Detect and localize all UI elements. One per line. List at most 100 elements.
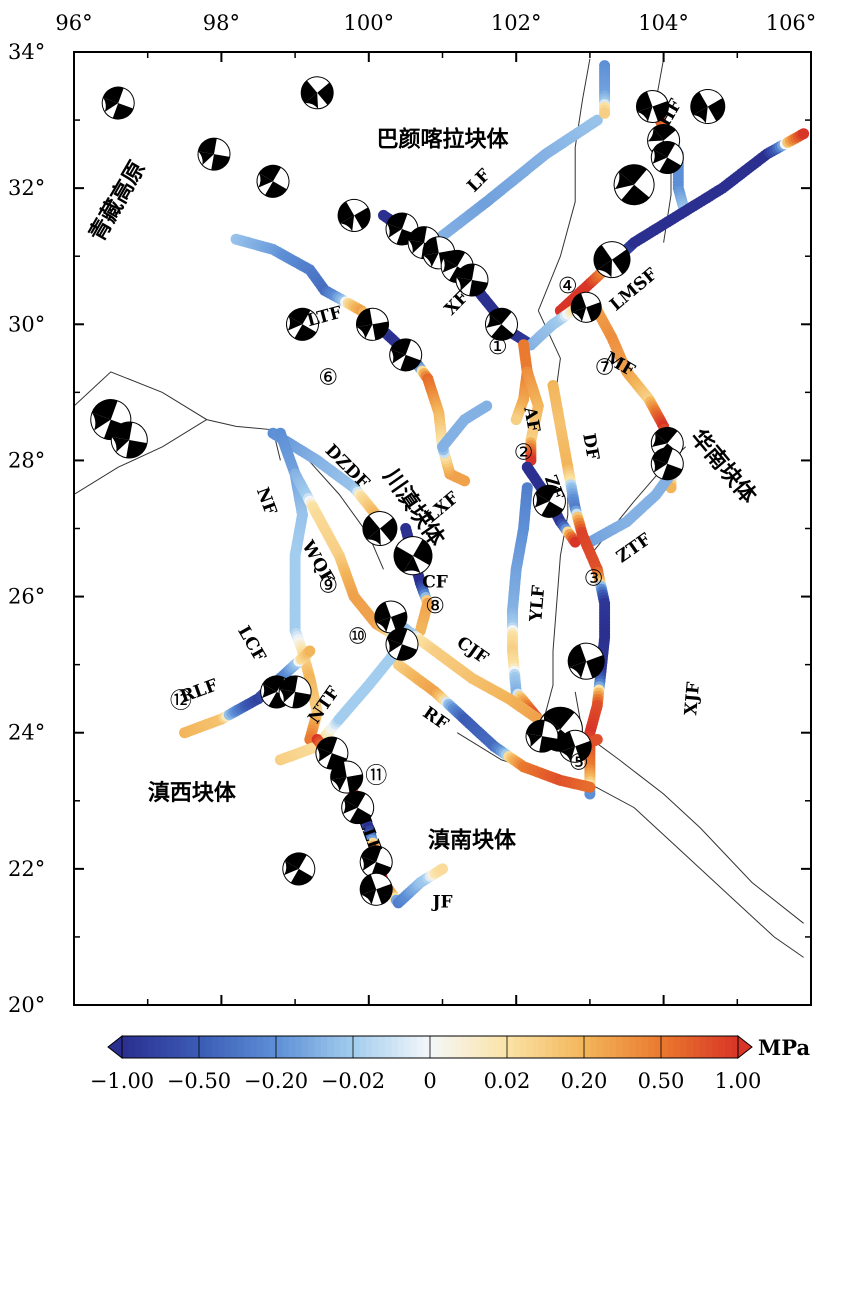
- colorbar-segment: [609, 1036, 617, 1058]
- colorbar-segment: [301, 1036, 309, 1058]
- colorbar-segment: [404, 1036, 412, 1058]
- fault-dot: [569, 536, 581, 548]
- colorbar-segment: [616, 1036, 624, 1058]
- colorbar-segment: [192, 1036, 200, 1058]
- colorbar-segment: [141, 1036, 149, 1058]
- colorbar-segment: [327, 1036, 335, 1058]
- colorbar-segment: [231, 1036, 239, 1058]
- colorbar-segment: [462, 1036, 470, 1058]
- colorbar: −1.00 −0.50 −0.20 −0.02 0 0.02 0.20 0.50 1.00 MPa: [90, 1034, 810, 1093]
- x-tick-label: 104°: [638, 11, 689, 35]
- colorbar-segment: [712, 1036, 720, 1058]
- colorbar-segment: [513, 1036, 521, 1058]
- colorbar-segment: [564, 1036, 572, 1058]
- colorbar-segment: [596, 1036, 604, 1058]
- focal-mechanism-icon: [385, 627, 419, 661]
- axis-ticks: 96° 98° 100° 102° 104° 106° 34° 32° 30° 28° 26° 24°…: [8, 11, 816, 1017]
- colorbar-segment: [635, 1036, 643, 1058]
- colorbar-segment: [134, 1036, 142, 1058]
- focal-mechanism-icon: [300, 76, 334, 110]
- focal-mechanism-icon: [593, 241, 631, 279]
- block-label: 滇南块体: [428, 829, 517, 854]
- region-number: ⑫: [170, 689, 192, 714]
- colorbar-segment: [699, 1036, 707, 1058]
- focal-mechanism-icon: [359, 872, 393, 906]
- x-tick-label: 98°: [203, 11, 240, 35]
- colorbar-segment: [442, 1036, 450, 1058]
- colorbar-segment: [661, 1036, 669, 1058]
- focal-mechanism-icon: [315, 736, 349, 770]
- focal-mechanism-icon: [485, 307, 518, 341]
- focal-mechanism-icon: [286, 307, 319, 341]
- colorbar-segment: [333, 1036, 341, 1058]
- colorbar-segment: [571, 1036, 579, 1058]
- colorbar-segment: [250, 1036, 258, 1058]
- colorbar-segment: [539, 1036, 547, 1058]
- fault-dot: [481, 400, 493, 412]
- colorbar-segment: [603, 1036, 611, 1058]
- colorbar-segment: [128, 1036, 136, 1058]
- focal-mechanism-icon: [636, 90, 669, 123]
- colorbar-segment: [243, 1036, 251, 1058]
- colorbar-segment: [731, 1036, 739, 1058]
- colorbar-segment: [372, 1036, 380, 1058]
- fault-zf: [521, 461, 581, 548]
- colorbar-segment: [628, 1036, 636, 1058]
- colorbar-segment: [558, 1036, 566, 1058]
- colorbar-segment: [705, 1036, 713, 1058]
- y-tick-label: 22°: [8, 857, 45, 881]
- colorbar-segment: [686, 1036, 694, 1058]
- focal-mechanism-icon: [282, 852, 316, 886]
- colorbar-segment: [359, 1036, 367, 1058]
- colorbar-segment: [365, 1036, 373, 1058]
- focal-mechanism-icon: [613, 164, 655, 206]
- fault-dot: [304, 645, 316, 657]
- colorbar-segment: [218, 1036, 226, 1058]
- region-number: ⑥: [318, 366, 338, 391]
- colorbar-segment: [269, 1036, 277, 1058]
- focal-mechanism-icon: [389, 338, 423, 372]
- colorbar-segment: [474, 1036, 482, 1058]
- y-tick-label: 32°: [8, 176, 45, 200]
- colorbar-segment: [166, 1036, 174, 1058]
- fault-label: CF: [422, 573, 448, 593]
- colorbar-tick-label: 1.00: [715, 1069, 762, 1093]
- focal-mechanism-icon: [101, 86, 135, 120]
- fault-dot: [599, 107, 611, 119]
- focal-mechanism-icon: [330, 760, 364, 794]
- focal-mechanism-icon: [356, 307, 389, 341]
- y-tick-label: 30°: [8, 312, 45, 336]
- colorbar-segment: [179, 1036, 187, 1058]
- colorbar-segment: [173, 1036, 181, 1058]
- focal-mechanisms: [90, 76, 726, 906]
- focal-mechanism-icon: [525, 719, 559, 753]
- colorbar-segment: [449, 1036, 457, 1058]
- focal-mechanism-icon: [362, 511, 398, 546]
- region-number: ⑦: [595, 356, 615, 381]
- focal-mechanism-icon: [110, 421, 148, 459]
- colorbar-segment: [693, 1036, 701, 1058]
- boundary-line: [74, 371, 384, 570]
- region-number: ①: [488, 335, 508, 360]
- colorbar-segment: [385, 1036, 393, 1058]
- fault-label: JF: [430, 892, 452, 912]
- y-tick-label: 34°: [8, 40, 45, 64]
- x-tick-label: 100°: [344, 11, 395, 35]
- colorbar-segment: [584, 1036, 592, 1058]
- fault-label: AF: [519, 404, 543, 433]
- focal-mechanism-icon: [197, 137, 231, 171]
- colorbar-low-arrow: [107, 1034, 123, 1060]
- region-number: ②: [514, 441, 534, 466]
- colorbar-segment: [410, 1036, 418, 1058]
- x-tick-label: 96°: [55, 11, 92, 35]
- colorbar-segment: [256, 1036, 264, 1058]
- focal-mechanism-icon: [341, 791, 375, 825]
- colorbar-tick-label: 0.50: [638, 1069, 685, 1093]
- colorbar-segment: [160, 1036, 168, 1058]
- fault-label: YLF: [526, 584, 549, 623]
- region-number: ⑨: [318, 573, 338, 598]
- colorbar-segment: [622, 1036, 630, 1058]
- focal-mechanism-icon: [256, 164, 290, 198]
- fault-dot: [584, 781, 596, 793]
